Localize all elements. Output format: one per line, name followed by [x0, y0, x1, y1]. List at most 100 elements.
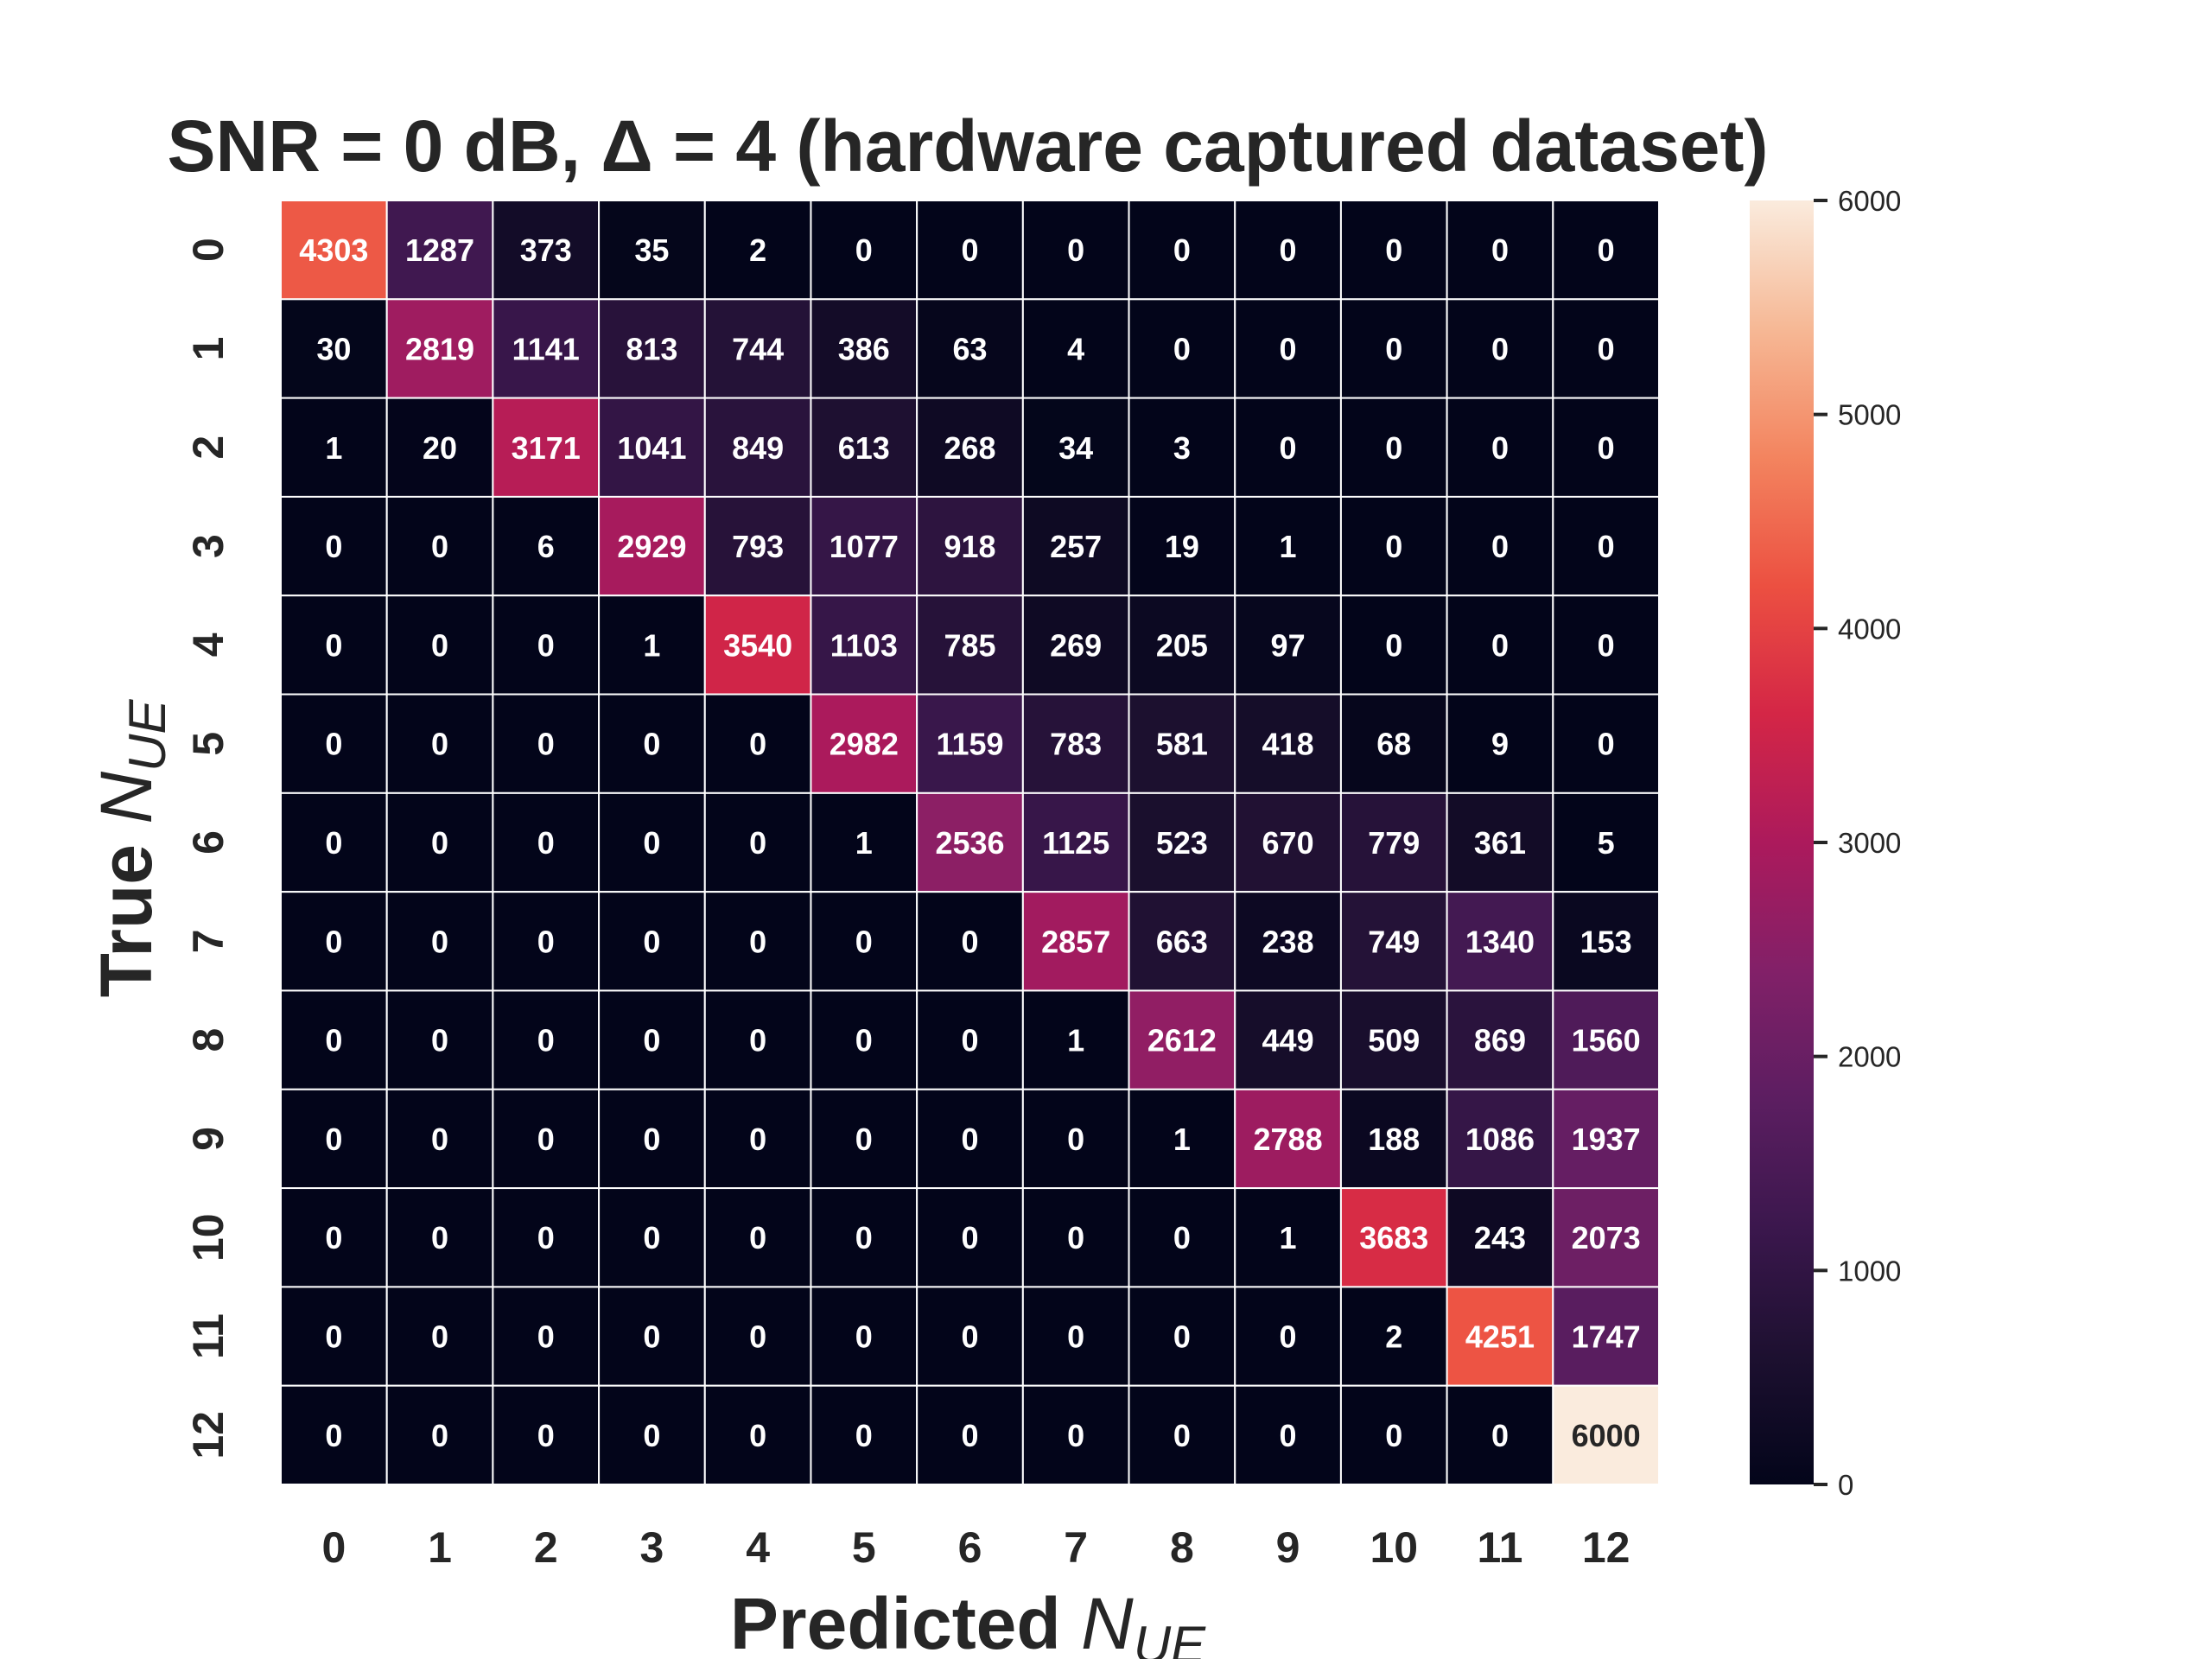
y-tick-3: 3 — [184, 534, 232, 558]
heatmap-cell-r3-c3 — [598, 495, 706, 597]
cell-value-r3-c4: 793 — [732, 529, 784, 564]
heatmap-cell-r11-c10 — [1339, 1286, 1448, 1387]
cell-value-r5-c6: 1159 — [936, 727, 1003, 762]
cell-value-r2-c5: 613 — [838, 430, 890, 466]
heatmap-cell-r1-c9 — [1234, 298, 1342, 399]
cell-value-r9-c6: 0 — [961, 1122, 978, 1157]
heatmap-cell-r1-c8 — [1128, 298, 1236, 399]
heatmap-cell-r5-c6 — [916, 693, 1024, 794]
heatmap-cell-r11-c4 — [703, 1286, 812, 1387]
heatmap-cell-r2-c3 — [598, 397, 706, 498]
cell-value-r10-c5: 0 — [855, 1220, 873, 1255]
heatmap-cell-r9-c8 — [1128, 1088, 1236, 1190]
heatmap-cell-r4-c5 — [810, 594, 918, 696]
cell-value-r7-c2: 0 — [537, 924, 555, 959]
cell-value-r3-c9: 1 — [1280, 529, 1297, 564]
cell-value-r5-c7: 783 — [1050, 727, 1102, 762]
cell-value-r2-c1: 20 — [423, 430, 457, 466]
heatmap-cell-r0-c11 — [1446, 200, 1554, 301]
heatmap-cell-r1-c0 — [280, 298, 388, 399]
heatmap-cell-r9-c5 — [810, 1088, 918, 1190]
heatmap-cell-r5-c11 — [1446, 693, 1554, 794]
cell-value-r12-c7: 0 — [1067, 1418, 1084, 1453]
heatmap-cell-r2-c4 — [703, 397, 812, 498]
colorbar-tick-label-3000: 3000 — [1838, 827, 1901, 859]
x-tick-4: 4 — [746, 1523, 770, 1572]
cell-value-r5-c11: 9 — [1491, 727, 1509, 762]
cell-value-r10-c12: 2073 — [1572, 1220, 1641, 1255]
cell-value-r8-c8: 2612 — [1147, 1023, 1217, 1058]
colorbar-tick-label-0: 0 — [1838, 1469, 1853, 1501]
heatmap-cell-r8-c4 — [703, 989, 812, 1090]
heatmap-cell-r1-c1 — [385, 298, 494, 399]
heatmap-cell-r5-c10 — [1339, 693, 1448, 794]
cell-value-r0-c5: 0 — [855, 232, 873, 268]
cell-value-r11-c7: 0 — [1067, 1319, 1084, 1355]
cell-value-r4-c1: 0 — [431, 627, 448, 663]
y-tick-12: 12 — [184, 1411, 232, 1459]
cell-value-r11-c0: 0 — [325, 1319, 342, 1355]
y-tick-8: 8 — [184, 1028, 232, 1052]
colorbar-tick-label-6000: 6000 — [1838, 185, 1901, 217]
heatmap-cell-r1-c6 — [916, 298, 1024, 399]
colorbar-tick-label-4000: 4000 — [1838, 613, 1901, 645]
heatmap-cell-r5-c2 — [492, 693, 601, 794]
cell-value-r5-c10: 68 — [1376, 727, 1411, 762]
colorbar-tick-label-2000: 2000 — [1838, 1041, 1901, 1073]
cell-value-r8-c10: 509 — [1368, 1023, 1420, 1058]
cell-value-r2-c11: 0 — [1491, 430, 1509, 466]
cell-value-r4-c9: 97 — [1271, 627, 1306, 663]
cell-value-r11-c8: 0 — [1173, 1319, 1191, 1355]
cell-value-r6-c11: 361 — [1474, 825, 1526, 861]
heatmap-cell-r9-c12 — [1552, 1088, 1661, 1190]
cell-value-r5-c1: 0 — [431, 727, 448, 762]
x-tick-11: 11 — [1478, 1523, 1523, 1572]
heatmap-cell-r12-c1 — [385, 1384, 494, 1485]
cell-value-r1-c6: 63 — [952, 331, 987, 366]
cell-value-r4-c7: 269 — [1050, 627, 1102, 663]
heatmap-cell-r9-c1 — [385, 1088, 494, 1190]
cell-value-r9-c12: 1937 — [1572, 1122, 1641, 1157]
chart-title: SNR = 0 dB, Δ = 4 (hardware captured dat… — [168, 105, 1769, 187]
heatmap-cell-r10-c12 — [1552, 1187, 1661, 1288]
cell-value-r2-c0: 1 — [325, 430, 342, 466]
cell-value-r12-c11: 0 — [1491, 1418, 1509, 1453]
cell-value-r8-c6: 0 — [961, 1023, 978, 1058]
heatmap-cell-r12-c10 — [1339, 1384, 1448, 1485]
heatmap-cell-r9-c7 — [1021, 1088, 1130, 1190]
cell-value-r6-c9: 670 — [1262, 825, 1314, 861]
heatmap-cell-r4-c10 — [1339, 594, 1448, 696]
cell-value-r11-c10: 2 — [1385, 1319, 1402, 1355]
cell-value-r0-c4: 2 — [749, 232, 766, 268]
heatmap-cell-r12-c3 — [598, 1384, 706, 1485]
cell-value-r0-c3: 35 — [634, 232, 669, 268]
x-tick-labels: 0 1 2 3 4 5 6 7 8 9 10 11 12 — [321, 1523, 1630, 1572]
heatmap-cell-r4-c2 — [492, 594, 601, 696]
cell-value-r12-c8: 0 — [1173, 1418, 1191, 1453]
x-axis-label-italic: N — [1081, 1583, 1134, 1659]
heatmap-cell-r7-c11 — [1446, 891, 1554, 992]
cell-value-r8-c0: 0 — [325, 1023, 342, 1058]
cell-value-r3-c8: 19 — [1165, 529, 1199, 564]
cell-value-r2-c6: 268 — [944, 430, 995, 466]
cell-value-r11-c3: 0 — [643, 1319, 660, 1355]
cell-value-r10-c2: 0 — [537, 1220, 555, 1255]
heatmap-cell-r12-c12 — [1552, 1384, 1661, 1485]
y-tick-2: 2 — [184, 435, 232, 460]
heatmap-cell-r2-c12 — [1552, 397, 1661, 498]
cell-value-r0-c2: 373 — [520, 232, 572, 268]
x-tick-6: 6 — [958, 1523, 982, 1572]
heatmap-cell-r10-c3 — [598, 1187, 706, 1288]
heatmap-cell-r1-c4 — [703, 298, 812, 399]
cell-value-r12-c10: 0 — [1385, 1418, 1402, 1453]
heatmap-cell-r4-c11 — [1446, 594, 1554, 696]
x-tick-0: 0 — [321, 1523, 346, 1572]
cell-value-r0-c9: 0 — [1280, 232, 1297, 268]
y-tick-11: 11 — [184, 1313, 232, 1359]
cell-value-r11-c6: 0 — [961, 1319, 978, 1355]
cell-value-r10-c4: 0 — [749, 1220, 766, 1255]
cell-value-r1-c0: 30 — [316, 331, 351, 366]
cell-value-r10-c8: 0 — [1173, 1220, 1191, 1255]
heatmap-cell-r1-c11 — [1446, 298, 1554, 399]
